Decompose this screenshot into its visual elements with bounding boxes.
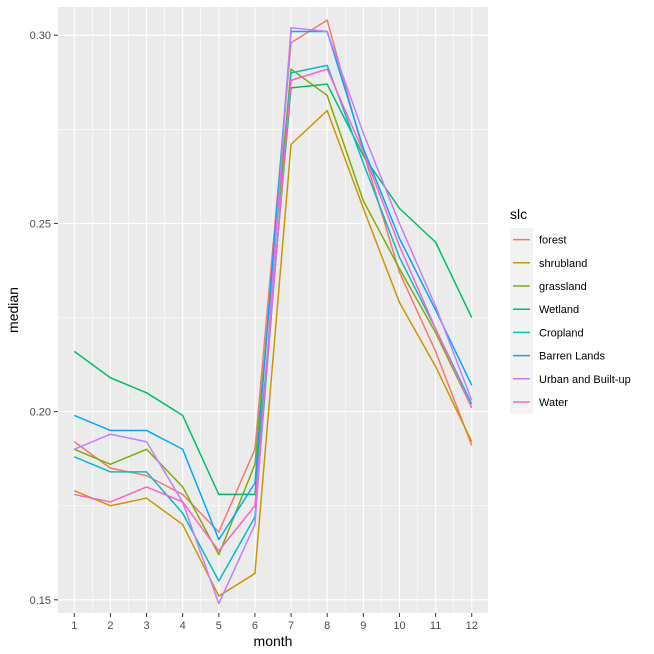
legend-label-forest: forest — [539, 235, 567, 247]
legend-label-barren-lands: Barren Lands — [539, 351, 606, 363]
x-tick-label: 2 — [107, 620, 113, 632]
x-tick-label: 6 — [252, 620, 258, 632]
legend-title: slc — [510, 206, 527, 222]
series-line-urban-and-built-up — [73, 26, 473, 605]
series-line-shrubland — [73, 109, 473, 597]
x-tick-label: 1 — [71, 620, 77, 632]
x-tick-label: 10 — [393, 620, 405, 632]
x-axis-ticks: 1 2 3 4 5 6 7 8 9 10 11 12 — [71, 613, 478, 632]
y-tick-label: 0.15 — [30, 595, 51, 607]
x-tick-label: 9 — [360, 620, 366, 632]
y-tick-label: 0.20 — [30, 407, 51, 419]
legend-label-water: Water — [539, 397, 568, 409]
x-tick-label: 3 — [143, 620, 149, 632]
x-tick-label: 4 — [180, 620, 186, 632]
series-lines — [73, 19, 473, 605]
legend-label-wetland: Wetland — [539, 304, 579, 316]
legend: slc forest shrubland grassland Wetland Cropl… — [510, 206, 631, 414]
x-tick-label: 11 — [430, 620, 441, 632]
legend-label-cropland: Cropland — [539, 327, 584, 339]
y-axis-title: median — [5, 287, 21, 333]
x-tick-label: 7 — [288, 620, 294, 632]
y-tick-label: 0.25 — [30, 218, 51, 230]
series-line-water — [74, 68, 473, 552]
x-axis-title: month — [254, 633, 293, 649]
legend-label-urban-and-built-up: Urban and Built-up — [539, 374, 631, 386]
legend-label-shrubland: shrubland — [539, 258, 587, 270]
x-tick-label: 12 — [466, 620, 478, 632]
grid-major — [58, 7, 488, 613]
x-tick-label: 5 — [216, 620, 222, 632]
y-axis-ticks: 0.15 0.20 0.25 0.30 — [30, 30, 58, 607]
series-line-forest — [73, 19, 473, 533]
legend-label-grassland: grassland — [539, 281, 587, 293]
y-tick-label: 0.30 — [30, 30, 51, 42]
series-line-barren-lands — [73, 30, 473, 541]
x-tick-label: 8 — [324, 620, 330, 632]
grid-minor — [58, 7, 488, 613]
